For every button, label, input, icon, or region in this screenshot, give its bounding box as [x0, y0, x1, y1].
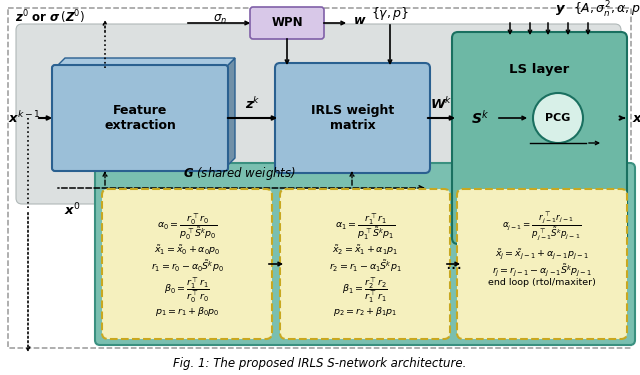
- Text: $\alpha_1 = \dfrac{r_1^\top r_1}{p_1^\top \tilde{S}^k p_1}$: $\alpha_1 = \dfrac{r_1^\top r_1}{p_1^\to…: [335, 212, 395, 243]
- Circle shape: [533, 93, 583, 143]
- Text: $\{A, \sigma_n^2, \alpha, p\}$: $\{A, \sigma_n^2, \alpha, p\}$: [573, 0, 640, 20]
- Text: $\boldsymbol{w}$: $\boldsymbol{w}$: [353, 13, 367, 27]
- Text: Feature
extraction: Feature extraction: [104, 104, 176, 132]
- FancyBboxPatch shape: [275, 63, 430, 173]
- FancyBboxPatch shape: [452, 32, 627, 244]
- Polygon shape: [225, 58, 235, 168]
- Text: WPN: WPN: [271, 16, 303, 30]
- Text: $\alpha_{j-1} = \dfrac{r_{j-1}^\top r_{j-1}}{p_{j-1}^\top \tilde{S}^k p_{j-1}}$: $\alpha_{j-1} = \dfrac{r_{j-1}^\top r_{j…: [502, 210, 582, 242]
- FancyBboxPatch shape: [102, 189, 272, 339]
- FancyBboxPatch shape: [250, 7, 324, 39]
- Text: $\boldsymbol{y}$: $\boldsymbol{y}$: [555, 3, 566, 17]
- Text: $\boldsymbol{z}^0$ or $\boldsymbol{\sigma}\,(\boldsymbol{Z}^0)$: $\boldsymbol{z}^0$ or $\boldsymbol{\sigm…: [15, 8, 85, 26]
- Text: $\boldsymbol{z}^k$: $\boldsymbol{z}^k$: [244, 96, 260, 112]
- Text: $r_j = r_{j-1} - \alpha_{j-1} \tilde{S}^k p_{j-1}$: $r_j = r_{j-1} - \alpha_{j-1} \tilde{S}^…: [492, 262, 592, 278]
- Text: $\{\gamma, p\}$: $\{\gamma, p\}$: [371, 6, 409, 22]
- Text: $\tilde{x}_1 = \tilde{x}_0 + \alpha_0 p_0$: $\tilde{x}_1 = \tilde{x}_0 + \alpha_0 p_…: [154, 243, 220, 257]
- Text: $\alpha_0 = \dfrac{r_0^\top r_0}{p_0^\top \tilde{S}^k p_0}$: $\alpha_0 = \dfrac{r_0^\top r_0}{p_0^\to…: [157, 212, 217, 243]
- Text: $\boldsymbol{x}^k$: $\boldsymbol{x}^k$: [632, 110, 640, 126]
- Text: ...: ...: [445, 255, 462, 273]
- Text: $\beta_0 = \dfrac{r_1^\top r_1}{r_0^\top r_0}$: $\beta_0 = \dfrac{r_1^\top r_1}{r_0^\top…: [164, 276, 210, 305]
- Text: $\boldsymbol{W}^k$: $\boldsymbol{W}^k$: [430, 96, 452, 112]
- Text: $r_2 = r_1 - \alpha_1 \tilde{S}^k p_1$: $r_2 = r_1 - \alpha_1 \tilde{S}^k p_1$: [329, 258, 401, 274]
- Text: $p_1 = r_1 + \beta_0 p_0$: $p_1 = r_1 + \beta_0 p_0$: [155, 305, 220, 318]
- Polygon shape: [55, 58, 235, 68]
- Text: $p_2 = r_2 + \beta_1 p_1$: $p_2 = r_2 + \beta_1 p_1$: [333, 305, 397, 318]
- Text: $\boldsymbol{x}^0$: $\boldsymbol{x}^0$: [64, 202, 80, 218]
- Text: $\boldsymbol{S}^k$: $\boldsymbol{S}^k$: [471, 109, 489, 127]
- Text: IRLS weight
matrix: IRLS weight matrix: [311, 104, 394, 132]
- FancyBboxPatch shape: [52, 65, 228, 171]
- FancyBboxPatch shape: [95, 163, 635, 345]
- FancyBboxPatch shape: [457, 189, 627, 339]
- Text: $\beta_1 = \dfrac{r_2^\top r_2}{r_1^\top r_1}$: $\beta_1 = \dfrac{r_2^\top r_2}{r_1^\top…: [342, 276, 388, 305]
- Text: $\tilde{x}_j = \tilde{x}_{j-1} + \alpha_{j-1} p_{j-1}$: $\tilde{x}_j = \tilde{x}_{j-1} + \alpha_…: [495, 247, 589, 261]
- Text: Fig. 1: The proposed IRLS S-network architecture.: Fig. 1: The proposed IRLS S-network arch…: [173, 357, 467, 369]
- Text: $\sigma_n$: $\sigma_n$: [213, 12, 227, 26]
- Text: $\boldsymbol{G}$ (shared weights): $\boldsymbol{G}$ (shared weights): [184, 165, 296, 182]
- FancyBboxPatch shape: [280, 189, 450, 339]
- Text: $\tilde{x}_2 = \tilde{x}_1 + \alpha_1 p_1$: $\tilde{x}_2 = \tilde{x}_1 + \alpha_1 p_…: [332, 243, 398, 257]
- Text: PCG: PCG: [545, 113, 571, 123]
- Text: end loop (rtol/maxiter): end loop (rtol/maxiter): [488, 278, 596, 287]
- FancyBboxPatch shape: [16, 24, 621, 204]
- Text: $\boldsymbol{x}^{k-1}$: $\boldsymbol{x}^{k-1}$: [8, 110, 41, 126]
- Text: $r_1 = r_0 - \alpha_0 \tilde{S}^k p_0$: $r_1 = r_0 - \alpha_0 \tilde{S}^k p_0$: [150, 258, 223, 274]
- Text: LS layer: LS layer: [509, 63, 570, 76]
